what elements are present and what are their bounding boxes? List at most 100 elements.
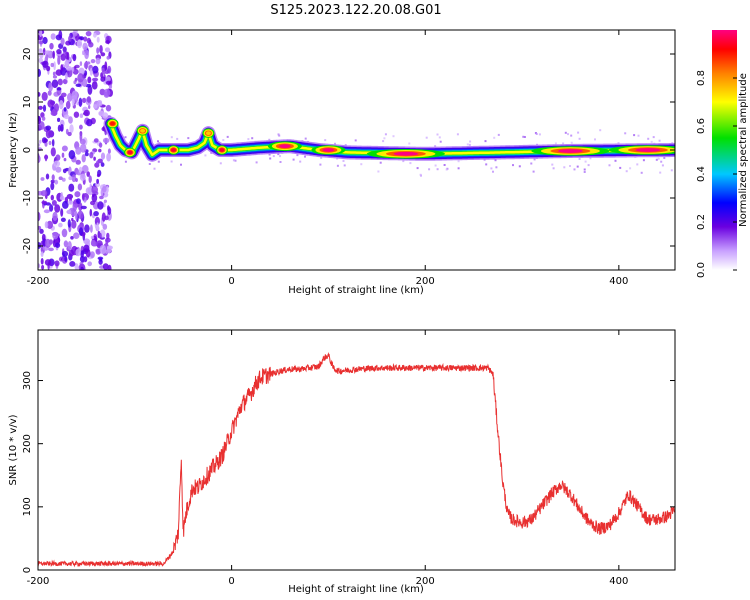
noise-blob: [44, 259, 52, 266]
peak-blob: [635, 148, 661, 152]
speckle: [670, 169, 673, 172]
snr-plot-area: [38, 330, 675, 570]
noise-blob: [83, 36, 88, 42]
noise-blob: [63, 107, 67, 112]
noise-blob: [104, 47, 111, 53]
noise-blob: [41, 91, 48, 101]
noise-blob: [88, 41, 94, 48]
speckle: [336, 157, 339, 160]
speckle: [562, 142, 565, 145]
noise-blob: [107, 148, 111, 154]
speckle: [594, 138, 596, 141]
speckle: [457, 167, 460, 170]
noise-blob: [82, 111, 89, 116]
noise-blob: [105, 70, 109, 74]
speckle: [124, 160, 127, 163]
noise-blob: [69, 124, 74, 134]
speckle: [659, 171, 662, 174]
noise-blob: [82, 50, 85, 56]
figure-title: S125.2023.122.20.08.G01: [270, 3, 441, 18]
noise-blob: [38, 225, 42, 230]
speckle: [304, 155, 306, 158]
noise-blob: [99, 244, 107, 255]
speckle: [148, 163, 151, 165]
noise-blob: [96, 178, 99, 184]
speckle: [234, 159, 237, 162]
peak-blob: [205, 131, 211, 136]
noise-blob: [68, 35, 72, 42]
peak-blob: [127, 150, 133, 155]
noise-blob: [38, 48, 43, 52]
speckle: [512, 164, 514, 167]
speckle: [382, 140, 385, 143]
noise-blob: [75, 159, 81, 165]
noise-blob: [94, 216, 100, 226]
speckle: [466, 143, 469, 146]
noise-blob: [75, 248, 81, 257]
noise-blob: [41, 265, 45, 270]
noise-blob: [102, 137, 110, 144]
noise-blob: [67, 131, 72, 137]
noise-blob: [79, 124, 83, 130]
colorbar-ticks: 0.0 0.2 0.4 0.6 0.8: [696, 70, 737, 278]
noise-blob: [51, 139, 55, 147]
speckle: [428, 168, 431, 171]
speckle: [416, 167, 419, 170]
speckle: [176, 137, 179, 140]
speckle: [157, 140, 159, 143]
noise-blob: [71, 67, 75, 72]
speckle: [457, 160, 460, 163]
x-tick-label: 0: [228, 576, 234, 587]
noise-blob: [42, 36, 48, 45]
speckle: [204, 154, 207, 157]
snr-axes: -200 0 200 400 0 100 200 300: [22, 330, 675, 587]
noise-blob: [52, 231, 59, 240]
speckle: [445, 168, 448, 171]
noise-blob: [67, 92, 73, 102]
speckle: [570, 141, 573, 144]
spectrogram-ylabel: Frequency (Hz): [8, 112, 19, 188]
noise-blob: [82, 42, 88, 51]
noise-blob: [55, 154, 61, 161]
noise-blob: [89, 183, 92, 193]
noise-blob: [79, 36, 84, 41]
noise-blob: [101, 70, 106, 75]
noise-blob: [77, 73, 84, 83]
noise-blob: [50, 33, 56, 40]
noise-blob: [45, 129, 52, 139]
noise-blob: [44, 238, 52, 248]
speckle: [180, 163, 182, 166]
noise-blob: [96, 36, 100, 43]
noise-blob: [43, 138, 48, 143]
noise-blob: [73, 111, 80, 118]
noise-blob: [52, 211, 58, 221]
speckle: [522, 135, 525, 138]
noise-blob: [84, 49, 89, 60]
noise-blob: [101, 212, 106, 222]
peak-blob: [393, 151, 419, 156]
speckle: [583, 168, 586, 171]
noise-blob: [77, 183, 83, 191]
noise-blob: [58, 100, 64, 110]
spectrogram-axes: -200 0 200 400 -20 -10 0 10 20: [22, 30, 675, 287]
noise-blob: [100, 162, 105, 167]
noise-blob: [38, 105, 43, 110]
noise-blob: [54, 204, 61, 213]
speckle: [419, 173, 422, 176]
noise-blob: [81, 97, 87, 103]
speckle: [530, 162, 533, 165]
noise-blob: [51, 79, 59, 88]
noise-blob: [71, 219, 77, 229]
speckle: [377, 170, 380, 173]
speckle: [383, 137, 386, 140]
noise-blob: [48, 247, 54, 252]
speckle: [494, 159, 497, 162]
speckle: [402, 160, 405, 163]
noise-blob: [105, 80, 112, 85]
noise-blob: [86, 118, 93, 127]
speckle: [573, 168, 576, 171]
noise-blob: [40, 177, 45, 181]
x-tick-label: -200: [27, 576, 50, 587]
noise-blob: [63, 114, 70, 120]
noise-blob: [47, 99, 54, 108]
